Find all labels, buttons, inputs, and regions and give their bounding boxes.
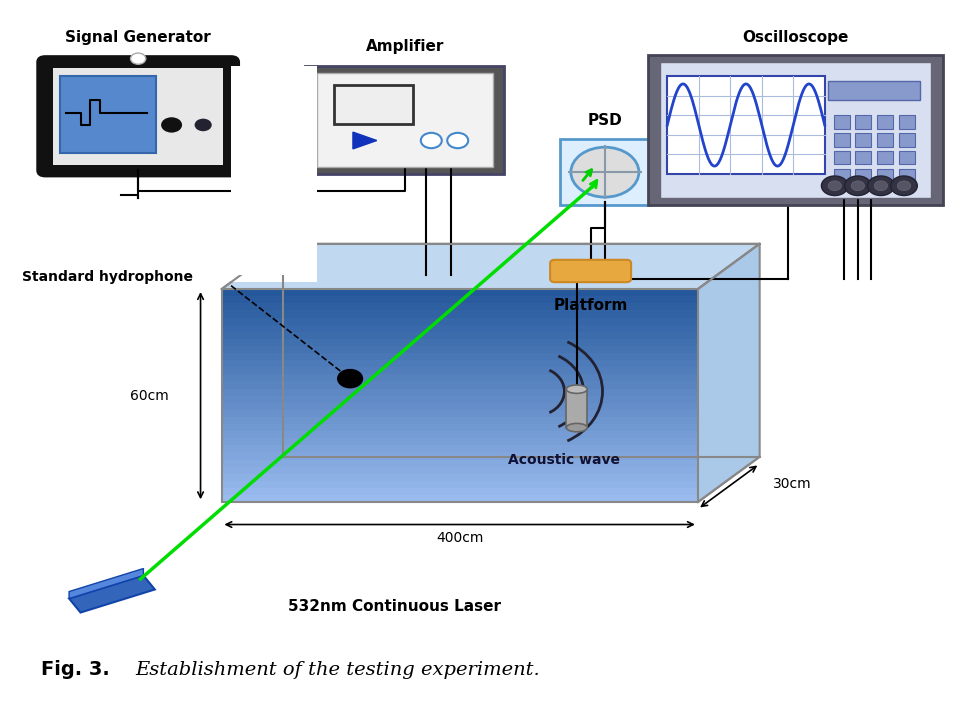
Bar bbox=[222, 453, 698, 460]
Text: Acoustic wave: Acoustic wave bbox=[508, 453, 620, 467]
Text: 532nm Continuous Laser: 532nm Continuous Laser bbox=[288, 599, 502, 615]
Bar bbox=[222, 460, 698, 467]
Bar bbox=[667, 76, 824, 174]
Bar bbox=[222, 488, 698, 495]
Circle shape bbox=[897, 181, 911, 191]
Bar bbox=[222, 382, 698, 389]
Bar bbox=[305, 65, 504, 174]
Bar bbox=[899, 151, 915, 164]
Polygon shape bbox=[222, 244, 760, 289]
Circle shape bbox=[194, 119, 212, 131]
Polygon shape bbox=[698, 244, 760, 502]
FancyBboxPatch shape bbox=[38, 56, 239, 176]
Circle shape bbox=[890, 176, 918, 196]
Bar bbox=[222, 467, 698, 474]
Bar bbox=[222, 339, 698, 346]
Bar bbox=[317, 73, 493, 167]
Bar bbox=[222, 353, 698, 360]
Bar bbox=[899, 133, 915, 146]
Bar bbox=[222, 346, 698, 353]
Bar bbox=[222, 439, 698, 446]
Bar bbox=[222, 332, 698, 339]
Bar bbox=[834, 115, 850, 129]
Text: Amplifier: Amplifier bbox=[365, 39, 444, 54]
Circle shape bbox=[337, 370, 363, 388]
Ellipse shape bbox=[567, 423, 587, 432]
Bar bbox=[231, 135, 317, 282]
Bar bbox=[52, 68, 224, 165]
Text: Oscilloscope: Oscilloscope bbox=[743, 30, 849, 45]
Text: Signal Generator: Signal Generator bbox=[65, 30, 211, 45]
Bar bbox=[222, 289, 698, 502]
Bar bbox=[222, 431, 698, 439]
Bar bbox=[222, 375, 698, 382]
Circle shape bbox=[821, 176, 849, 196]
Bar bbox=[899, 168, 915, 182]
Bar bbox=[222, 318, 698, 325]
Bar bbox=[222, 417, 698, 424]
Bar bbox=[222, 396, 698, 403]
Bar bbox=[222, 360, 698, 367]
Bar bbox=[222, 296, 698, 303]
Bar bbox=[877, 133, 893, 146]
Polygon shape bbox=[69, 575, 155, 612]
Circle shape bbox=[130, 53, 146, 64]
Circle shape bbox=[874, 181, 887, 191]
Bar bbox=[834, 168, 850, 182]
Circle shape bbox=[845, 176, 871, 196]
Bar bbox=[222, 481, 698, 488]
Bar bbox=[834, 133, 850, 146]
Bar bbox=[855, 168, 871, 182]
Bar bbox=[334, 85, 413, 125]
Polygon shape bbox=[353, 132, 377, 149]
Bar bbox=[222, 310, 698, 318]
Bar bbox=[877, 168, 893, 182]
Bar bbox=[855, 133, 871, 146]
Circle shape bbox=[447, 133, 469, 149]
Bar bbox=[855, 151, 871, 164]
Text: Platform: Platform bbox=[553, 298, 628, 313]
Text: PSD: PSD bbox=[587, 113, 622, 127]
Bar bbox=[877, 115, 893, 129]
Text: Standard hydrophone: Standard hydrophone bbox=[21, 270, 192, 284]
Bar bbox=[222, 303, 698, 310]
Bar bbox=[222, 474, 698, 481]
Circle shape bbox=[868, 176, 894, 196]
Text: Establishment of the testing experiment.: Establishment of the testing experiment. bbox=[136, 661, 540, 679]
Bar bbox=[222, 410, 698, 417]
FancyBboxPatch shape bbox=[550, 260, 631, 282]
Bar bbox=[899, 115, 915, 129]
Circle shape bbox=[571, 147, 639, 197]
Bar bbox=[567, 389, 587, 427]
Circle shape bbox=[851, 181, 864, 191]
Bar bbox=[828, 81, 920, 100]
Bar bbox=[648, 55, 943, 206]
Polygon shape bbox=[69, 569, 144, 598]
Bar bbox=[222, 325, 698, 332]
Ellipse shape bbox=[567, 385, 587, 394]
Bar bbox=[222, 389, 698, 396]
Bar bbox=[877, 151, 893, 164]
Bar bbox=[222, 289, 698, 296]
Text: Fig. 3.: Fig. 3. bbox=[41, 660, 109, 679]
Bar bbox=[560, 139, 650, 206]
Text: 30cm: 30cm bbox=[773, 477, 812, 491]
Circle shape bbox=[421, 133, 441, 149]
Bar bbox=[855, 115, 871, 129]
Bar bbox=[222, 446, 698, 453]
Text: 60cm: 60cm bbox=[130, 389, 169, 403]
Bar bbox=[222, 424, 698, 431]
Bar bbox=[59, 76, 156, 153]
Bar bbox=[231, 65, 317, 275]
Circle shape bbox=[828, 181, 842, 191]
Bar bbox=[222, 367, 698, 375]
Circle shape bbox=[161, 118, 182, 132]
Bar bbox=[834, 151, 850, 164]
Bar bbox=[222, 495, 698, 502]
Bar bbox=[222, 403, 698, 410]
Text: 400cm: 400cm bbox=[436, 532, 483, 546]
Bar bbox=[660, 62, 931, 199]
